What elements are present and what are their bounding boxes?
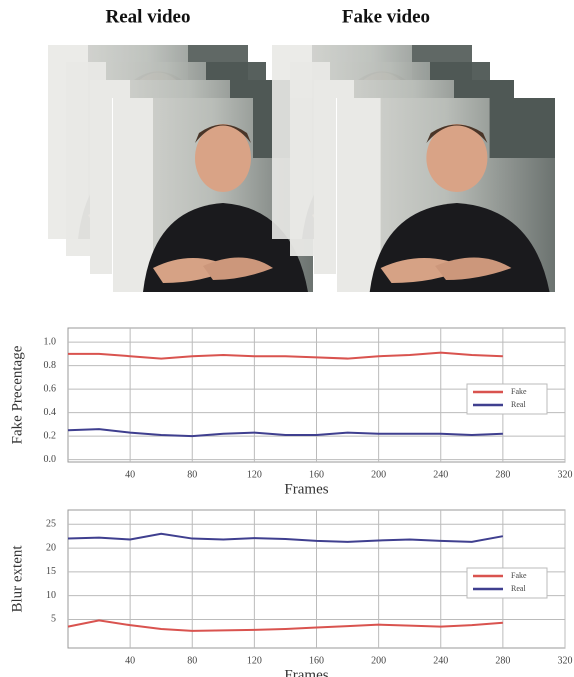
x-tick-label: 80 bbox=[187, 469, 197, 480]
x-tick-label: 40 bbox=[125, 469, 135, 480]
legend-label: Fake bbox=[511, 387, 527, 396]
page: Real video Fake video 0.0 0.2 0.4 0.6 0.8 1.0… bbox=[0, 0, 574, 677]
y-tick-label: 20 bbox=[46, 542, 56, 553]
y-tick-label: 0.4 bbox=[44, 407, 57, 418]
fake-frames bbox=[272, 45, 556, 294]
fake-video-label: Fake video bbox=[342, 6, 430, 27]
legend-label: Fake bbox=[511, 571, 527, 580]
y-tick-label: 0.6 bbox=[44, 383, 57, 394]
legend-box bbox=[467, 384, 547, 414]
x-tick-label: 320 bbox=[558, 469, 573, 480]
x-tick-label: 320 bbox=[558, 655, 573, 666]
x-tick-label: 280 bbox=[495, 655, 510, 666]
real-video-label: Real video bbox=[106, 6, 191, 27]
x-axis-label: Frames bbox=[284, 667, 328, 677]
x-tick-label: 240 bbox=[433, 469, 448, 480]
x-tick-label: 240 bbox=[433, 655, 448, 666]
y-tick-label: 0.2 bbox=[44, 430, 57, 441]
y-tick-label: 0.8 bbox=[44, 360, 57, 371]
x-tick-label: 160 bbox=[309, 655, 324, 666]
x-axis-label: Frames bbox=[284, 481, 328, 497]
x-tick-label: 80 bbox=[187, 655, 197, 666]
y-tick-label: 25 bbox=[46, 519, 56, 530]
y-tick-label: 0.0 bbox=[44, 454, 57, 465]
y-tick-label: 10 bbox=[46, 590, 56, 601]
data-line bbox=[68, 429, 503, 436]
data-line bbox=[68, 353, 503, 359]
data-line bbox=[68, 534, 503, 542]
x-tick-label: 200 bbox=[371, 655, 386, 666]
y-tick-label: 5 bbox=[51, 614, 56, 625]
legend-label: Real bbox=[511, 584, 526, 593]
x-tick-label: 120 bbox=[247, 655, 262, 666]
data-line bbox=[68, 620, 503, 630]
y-axis-label: Fake Precentage bbox=[9, 345, 25, 444]
x-tick-label: 40 bbox=[125, 655, 135, 666]
x-tick-label: 120 bbox=[247, 469, 262, 480]
x-tick-label: 160 bbox=[309, 469, 324, 480]
legend-box bbox=[467, 568, 547, 598]
legend-label: Real bbox=[511, 400, 526, 409]
y-tick-label: 15 bbox=[46, 566, 56, 577]
y-axis-label: Blur extent bbox=[9, 545, 25, 613]
x-tick-label: 280 bbox=[495, 469, 510, 480]
figure: Real video Fake video 0.0 0.2 0.4 0.6 0.8 1.0… bbox=[0, 0, 574, 677]
x-tick-label: 200 bbox=[371, 469, 386, 480]
y-tick-label: 1.0 bbox=[44, 336, 57, 347]
